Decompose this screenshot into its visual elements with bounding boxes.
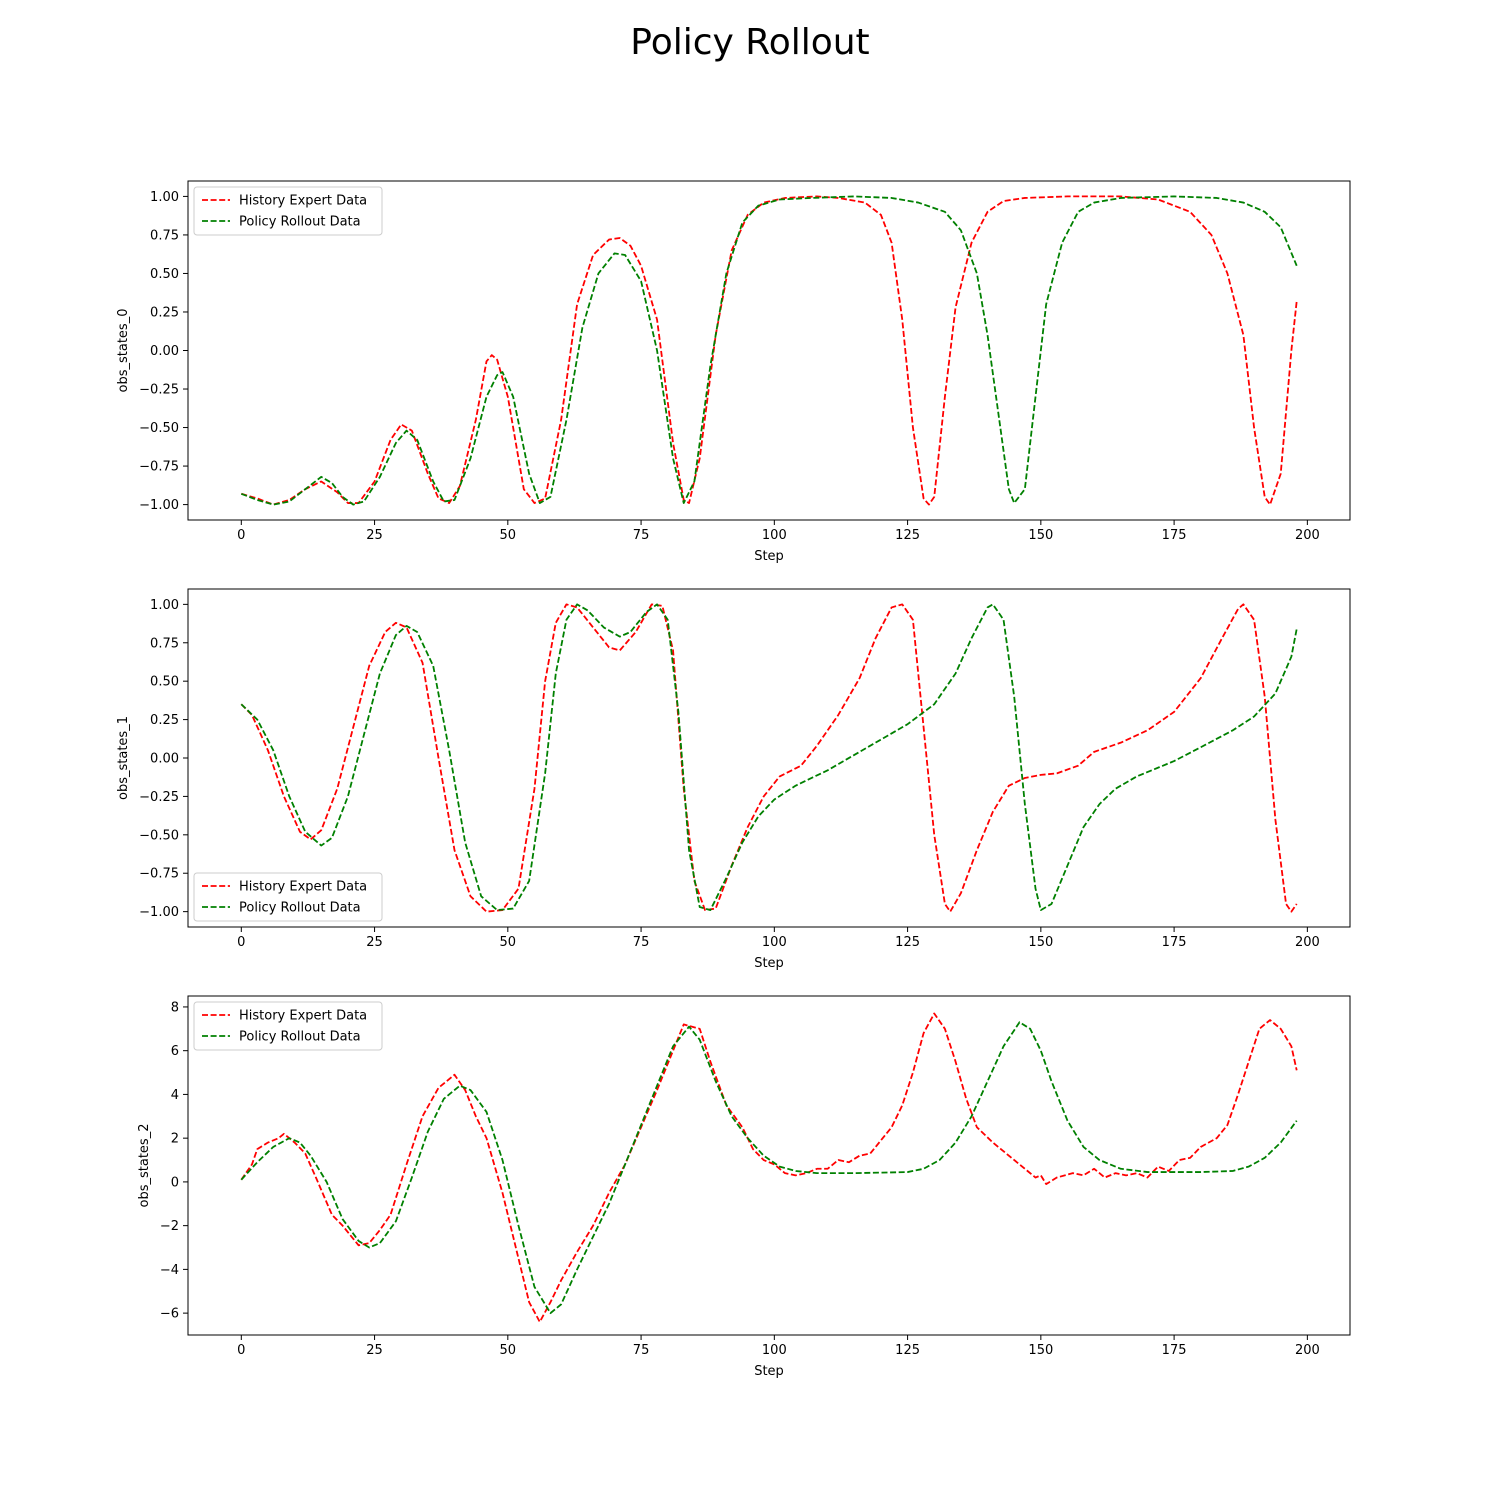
x-tick-label: 150	[1028, 1343, 1053, 1358]
y-tick-label: 0.00	[150, 752, 179, 767]
series-line-0	[240, 1012, 1298, 1323]
y-tick-label: −0.75	[139, 867, 179, 882]
y-tick-label: 0.00	[150, 344, 179, 359]
x-tick-label: 200	[1295, 528, 1320, 543]
figure-title: Policy Rollout	[630, 22, 870, 63]
x-tick-label: 25	[366, 1343, 383, 1358]
axes-frame	[187, 995, 1351, 1336]
x-tick-label: 200	[1295, 935, 1320, 950]
x-tick-label: 175	[1162, 935, 1187, 950]
series-line-0	[240, 603, 1298, 913]
y-axis-label: obs_states_1	[116, 716, 131, 800]
x-tick-label: 25	[366, 935, 383, 950]
x-tick-label: 0	[237, 1343, 245, 1358]
x-tick-label: 125	[895, 528, 920, 543]
legend-label-1: Policy Rollout Data	[239, 215, 361, 230]
series-line-1	[240, 1021, 1298, 1315]
y-tick-label: −1.00	[139, 498, 179, 513]
x-tick-label: 100	[762, 935, 787, 950]
x-tick-label: 150	[1028, 935, 1053, 950]
series-line-1	[240, 603, 1298, 911]
y-tick-label: −0.50	[139, 421, 179, 436]
x-tick-label: 25	[366, 528, 383, 543]
y-tick-label: −0.25	[139, 383, 179, 398]
x-axis-label: Step	[754, 549, 784, 564]
x-tick-label: 125	[895, 935, 920, 950]
y-tick-label: −6	[160, 1307, 179, 1322]
y-tick-label: −4	[160, 1263, 179, 1278]
legend-label-1: Policy Rollout Data	[239, 901, 361, 916]
x-axis-label: Step	[754, 956, 784, 971]
x-tick-label: 50	[500, 935, 517, 950]
y-axis-label: obs_states_0	[116, 309, 131, 393]
x-tick-label: 50	[500, 1343, 517, 1358]
y-tick-label: 6	[171, 1044, 179, 1059]
series-line-1	[240, 195, 1298, 506]
x-tick-label: 75	[633, 528, 650, 543]
x-tick-label: 75	[633, 935, 650, 950]
y-tick-label: 0.25	[150, 305, 179, 320]
legend: History Expert Data Policy Rollout Data	[193, 1001, 383, 1051]
y-tick-label: 1.00	[150, 190, 179, 205]
y-tick-label: 8	[171, 1000, 179, 1015]
y-tick-label: −1.00	[139, 905, 179, 920]
y-tick-label: −0.75	[139, 460, 179, 475]
legend-label-0: History Expert Data	[239, 1009, 367, 1024]
series-line-0	[241, 195, 1298, 506]
y-tick-label: 0.50	[150, 675, 179, 690]
legend-box	[193, 872, 383, 922]
x-tick-label: 75	[633, 1343, 650, 1358]
x-tick-label: 175	[1162, 528, 1187, 543]
x-tick-label: 175	[1162, 1343, 1187, 1358]
legend-box	[193, 186, 383, 236]
y-tick-label: 4	[171, 1088, 179, 1103]
subplot-0: 0 25 50 75 100 125 150 175 200 −1.00 −0.75 −0.50 −0.…	[116, 180, 1351, 564]
legend-label-0: History Expert Data	[239, 194, 367, 209]
legend-label-0: History Expert Data	[239, 880, 367, 895]
x-tick-label: 200	[1295, 1343, 1320, 1358]
y-axis-label: obs_states_2	[137, 1124, 152, 1208]
x-tick-label: 0	[237, 528, 245, 543]
legend: History Expert Data Policy Rollout Data	[193, 186, 383, 236]
y-tick-label: 0.50	[150, 267, 179, 282]
y-tick-label: 0.75	[150, 228, 179, 243]
x-tick-label: 0	[237, 935, 245, 950]
subplot-1: 0 25 50 75 100 125 150 175 200 −1.00 −0.75 −0.50 −0.…	[116, 588, 1351, 971]
legend-label-1: Policy Rollout Data	[239, 1030, 361, 1045]
subplot-2: 0 25 50 75 100 125 150 175 200 −6 −4 −2 0 2 4 6 8 Step obs…	[137, 995, 1351, 1379]
y-tick-label: −0.25	[139, 790, 179, 805]
y-tick-label: 2	[171, 1132, 179, 1147]
x-tick-label: 100	[762, 1343, 787, 1358]
y-tick-label: 0	[171, 1175, 179, 1190]
y-tick-label: 1.00	[150, 598, 179, 613]
x-tick-label: 100	[762, 528, 787, 543]
x-tick-label: 150	[1028, 528, 1053, 543]
x-tick-label: 125	[895, 1343, 920, 1358]
y-tick-label: −0.50	[139, 828, 179, 843]
x-axis-label: Step	[754, 1364, 784, 1379]
legend-box	[193, 1001, 383, 1051]
y-tick-label: 0.25	[150, 713, 179, 728]
y-tick-label: 0.75	[150, 636, 179, 651]
x-tick-label: 50	[500, 528, 517, 543]
y-tick-label: −2	[160, 1219, 179, 1234]
legend: History Expert Data Policy Rollout Data	[193, 872, 383, 922]
